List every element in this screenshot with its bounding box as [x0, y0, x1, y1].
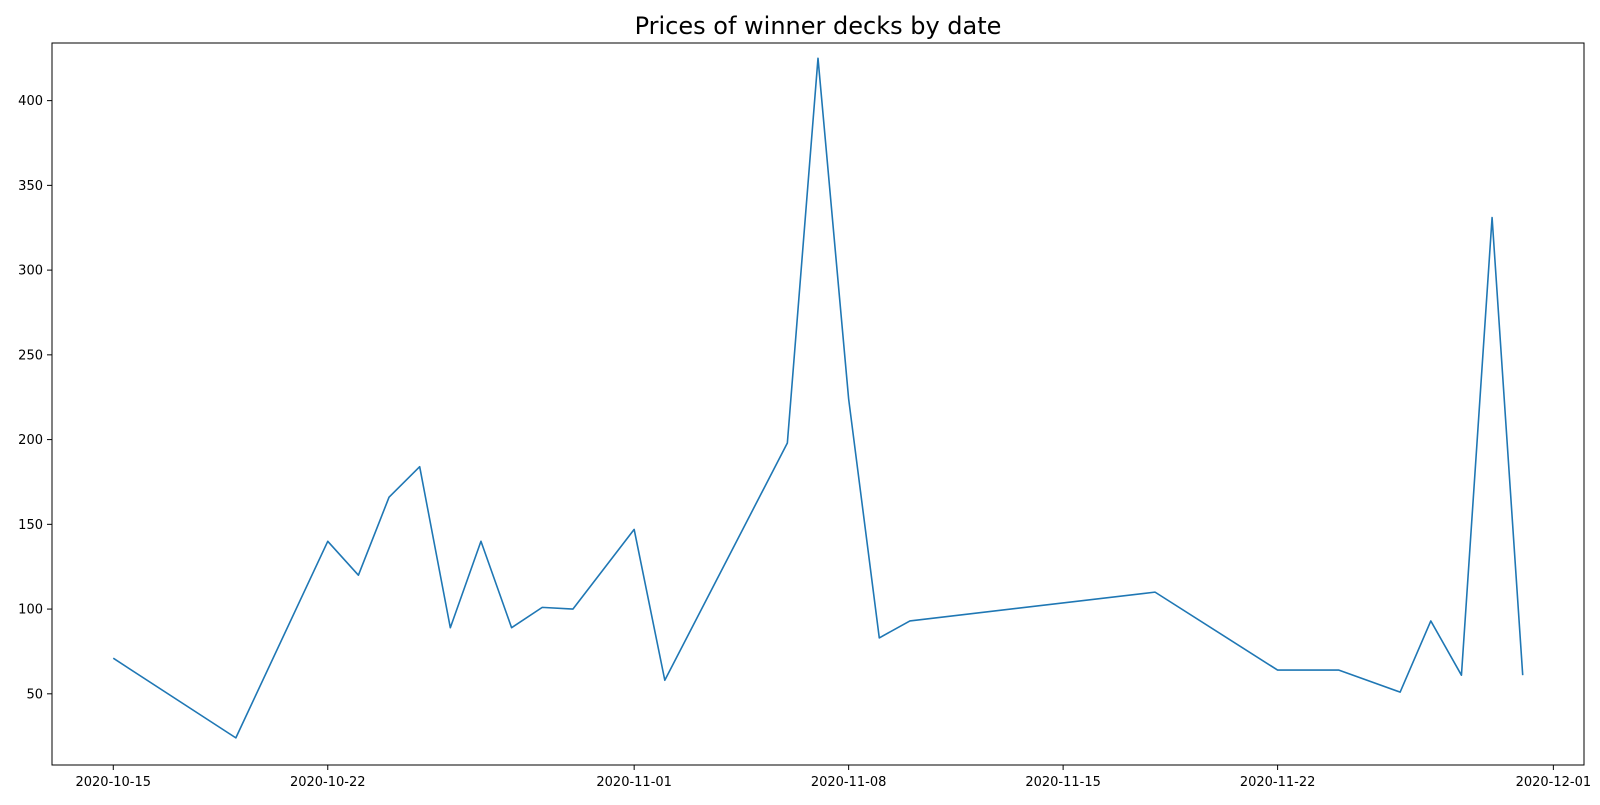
data-point [357, 574, 359, 576]
data-point [235, 737, 237, 739]
x-tick-label: 2020-11-01 [596, 775, 672, 790]
series-line [112, 57, 1524, 739]
data-point [1522, 674, 1524, 676]
x-tick-label: 2020-12-01 [1516, 775, 1592, 790]
data-point [1430, 620, 1432, 622]
x-tick-label: 2020-11-08 [811, 775, 887, 790]
y-tick-label: 100 [18, 603, 43, 618]
data-point [449, 627, 451, 629]
data-point [878, 637, 880, 639]
data-point [572, 608, 574, 610]
data-point [817, 57, 819, 59]
data-point [388, 496, 390, 498]
data-point [1491, 217, 1493, 219]
data-point [633, 528, 635, 530]
y-tick-label: 400 [18, 94, 43, 109]
axes: 2020-10-15 2020-10-22 2020-11-01 2020-11-08… [18, 42, 1592, 790]
chart-title: Prices of winner decks by date [635, 12, 1002, 40]
y-tick-label: 250 [18, 348, 43, 363]
x-tick-label: 2020-10-15 [75, 775, 151, 790]
data-point [480, 540, 482, 542]
x-tick-label: 2020-11-15 [1025, 775, 1101, 790]
data-point [327, 540, 329, 542]
data-point [1154, 591, 1156, 593]
data-point [909, 620, 911, 622]
y-tick-label: 50 [26, 687, 43, 702]
data-point [848, 398, 850, 400]
series-group [112, 57, 1524, 739]
x-tick-label: 2020-10-22 [290, 775, 366, 790]
y-tick-label: 350 [18, 179, 43, 194]
y-tick-label: 300 [18, 264, 43, 279]
x-tick-label: 2020-11-22 [1240, 775, 1316, 790]
data-point [786, 442, 788, 444]
data-point [541, 606, 543, 608]
data-point [419, 466, 421, 468]
data-point [511, 627, 513, 629]
y-tick-label: 200 [18, 433, 43, 448]
data-point [1277, 669, 1279, 671]
axes-frame [51, 42, 1585, 766]
y-tick-label: 150 [18, 518, 43, 533]
data-point [1399, 691, 1401, 693]
data-point [112, 657, 114, 659]
data-point [1338, 669, 1340, 671]
data-point [1460, 674, 1462, 676]
data-point [664, 679, 666, 681]
